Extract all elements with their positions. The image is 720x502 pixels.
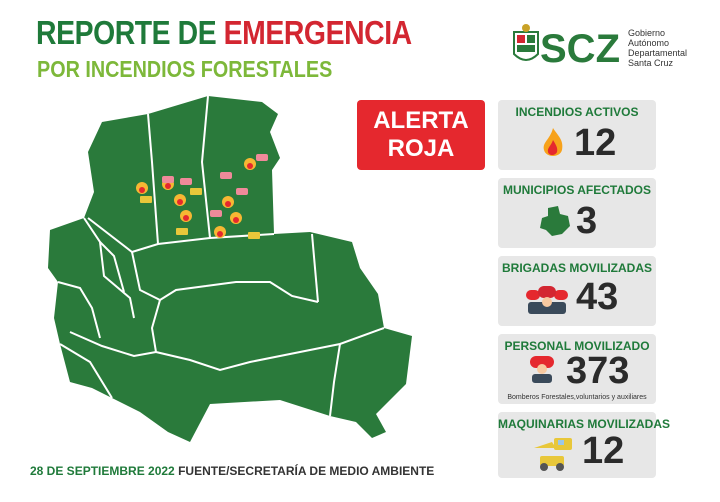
svg-text:SCZ: SCZ	[540, 27, 620, 70]
page-title: REPORTE DE EMERGENCIA	[36, 14, 412, 51]
coat-of-arms-icon	[513, 24, 539, 61]
fire-icon	[543, 128, 563, 156]
stat-card-brigades: BRIGADAS MOVILIZADAS 43	[498, 256, 656, 326]
page-subtitle: POR INCENDIOS FORESTALES	[37, 56, 333, 82]
machinery-icon	[534, 438, 572, 471]
department-map	[48, 95, 412, 442]
municipal-borders	[57, 95, 385, 417]
stat-card-municipalities: MUNICIPIOS AFECTADOS 3	[498, 178, 656, 248]
brigade-markers	[162, 154, 268, 217]
alert-badge: ALERTA ROJA	[357, 100, 485, 170]
firefighter-group-icon	[526, 286, 568, 314]
firefighter-icon	[530, 356, 554, 383]
footer-source: 28 DE SEPTIEMBRE 2022 FUENTE/SECRETARÍA …	[30, 464, 435, 478]
machinery-markers	[140, 188, 260, 239]
stat-card-active-fires: INCENDIOS ACTIVOS 12	[498, 100, 656, 170]
map-region-icon	[540, 206, 570, 236]
stat-card-personnel: PERSONAL MOVILIZADO 373 Bomberos Foresta…	[498, 334, 656, 404]
stat-card-machinery: MAQUINARIAS MOVILIZADAS 12	[498, 412, 670, 478]
fire-markers	[136, 158, 256, 238]
government-logo: SCZ	[513, 24, 620, 70]
logo-caption: Gobierno Autónomo Departamental Santa Cr…	[628, 28, 688, 68]
